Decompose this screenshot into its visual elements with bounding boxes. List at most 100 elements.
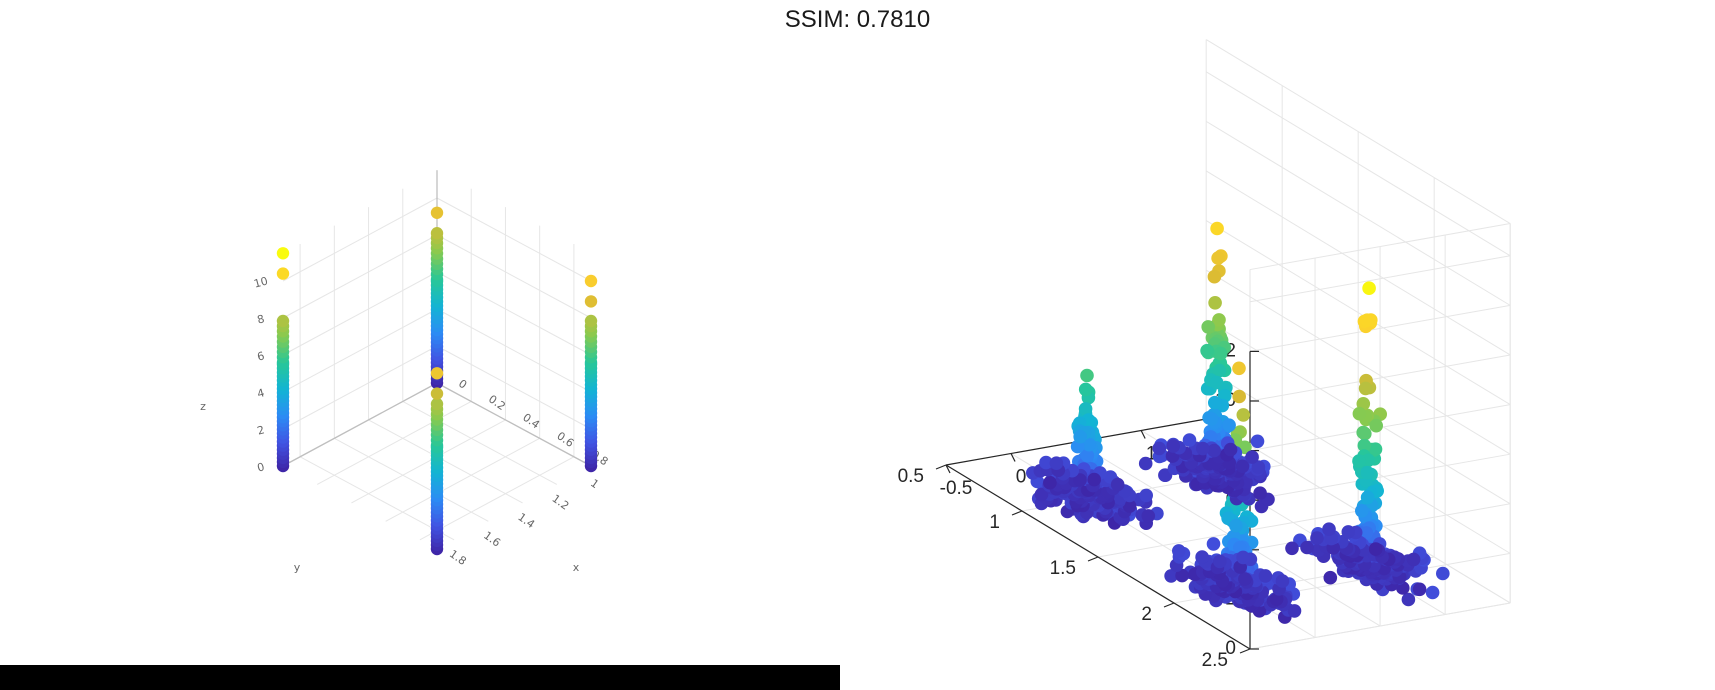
right-data-point [1213,554,1227,569]
z-tick-label: 0 [1225,638,1236,659]
grid-line [1249,304,1511,352]
right-data-point [1078,402,1093,416]
y-tick [1011,510,1023,516]
left-data-point [430,367,444,380]
grid-line [1249,602,1511,650]
black-bar [0,665,840,690]
right-data-point [1201,320,1215,334]
right-data-point [1229,518,1243,533]
grid-line [1205,220,1511,406]
right-data-point [1073,473,1087,487]
left-data-point [430,387,444,400]
z-axis-label: z [200,400,206,413]
grid-line [436,234,592,319]
right-data-point [1172,544,1186,558]
grid-line [385,437,540,522]
grid-line [1205,120,1511,306]
right-data-point [1158,468,1172,483]
right-data-point [1049,456,1064,471]
grid-line [282,234,438,319]
right-3d-axes[interactable]: 024681012-0.500.511.50.511.522.5 [898,39,1511,671]
right-data-point [1436,566,1450,581]
right-data-point [1406,552,1421,567]
y-tick-label: 2 [1141,604,1152,625]
right-data-point [1175,568,1189,583]
right-data-point [1141,509,1156,523]
right-data-point [1364,313,1378,327]
right-data-point [1322,522,1336,536]
y-tick [935,464,947,470]
left-data-point [430,206,444,219]
right-data-point [1211,251,1225,265]
grid-line [402,401,558,485]
right-data-point [1166,439,1180,453]
y-tick [1163,602,1175,608]
z-tick-label: 8 [256,312,266,326]
right-data-point [1073,429,1087,444]
left-data-point [276,267,290,280]
z-tick-label: 6 [256,349,266,363]
right-data-point [1039,455,1053,470]
right-data-point [1078,382,1093,397]
right-data-point [1323,570,1338,585]
grid-line [436,197,592,282]
right-data-point [1355,504,1369,518]
y-tick-label: 1 [588,477,601,492]
right-data-point [1207,269,1222,284]
grid-line [436,271,592,356]
right-data-point [1138,456,1153,471]
y-tick-label: 0.5 [898,466,924,487]
right-data-point [1208,395,1222,410]
right-data-point [1356,425,1370,440]
right-data-point [1195,550,1209,564]
x-axis-label: x [573,561,580,574]
grid-line [282,308,438,393]
right-data-point [1251,460,1266,474]
grid-line [299,456,455,541]
right-data-point [1362,281,1376,296]
y-tick-label: 1.8 [447,547,469,568]
right-data-point [1080,368,1094,383]
y-tick [1239,648,1251,654]
y-axis-line [282,382,438,467]
right-data-point [1212,363,1227,378]
x-tick [945,464,951,474]
grid-line [1249,453,1511,501]
right-data-point [1087,472,1101,487]
z-tick-label: 2 [256,423,266,437]
right-data-point [1360,465,1375,480]
grid-line [316,401,472,485]
left-data-point [430,397,444,411]
right-data-point [1236,408,1251,422]
right-data-point [1300,540,1314,555]
right-data-point [1285,541,1299,556]
right-data-point [1232,361,1246,376]
left-data-point [430,227,444,240]
right-data-point [1238,572,1252,586]
x-tick-label: 0.6 [554,429,576,450]
x-tick-label: 1 [1146,444,1157,465]
left-data-point [584,314,598,328]
right-data-point [1200,343,1214,358]
right-data-point [1401,592,1416,607]
y-tick [1087,556,1099,562]
right-data-point [1357,438,1372,453]
grid-line [1249,354,1511,402]
right-data-point [1223,442,1238,457]
right-data-point [1204,412,1219,426]
right-data-point [1236,550,1250,565]
y-tick-label: 1.4 [515,510,537,531]
right-data-point [1222,418,1236,433]
x-axis-line [436,382,592,467]
grid-line [1205,170,1511,356]
right-data-point [1253,486,1267,501]
grid-line [282,197,438,282]
figure-title: SSIM: 0.7810 [784,6,931,33]
right-data-point [1182,433,1197,447]
right-data-point [1122,499,1137,513]
grid-line [334,437,489,522]
grid-line [351,419,506,504]
z-tick-label: 10 [252,274,269,290]
